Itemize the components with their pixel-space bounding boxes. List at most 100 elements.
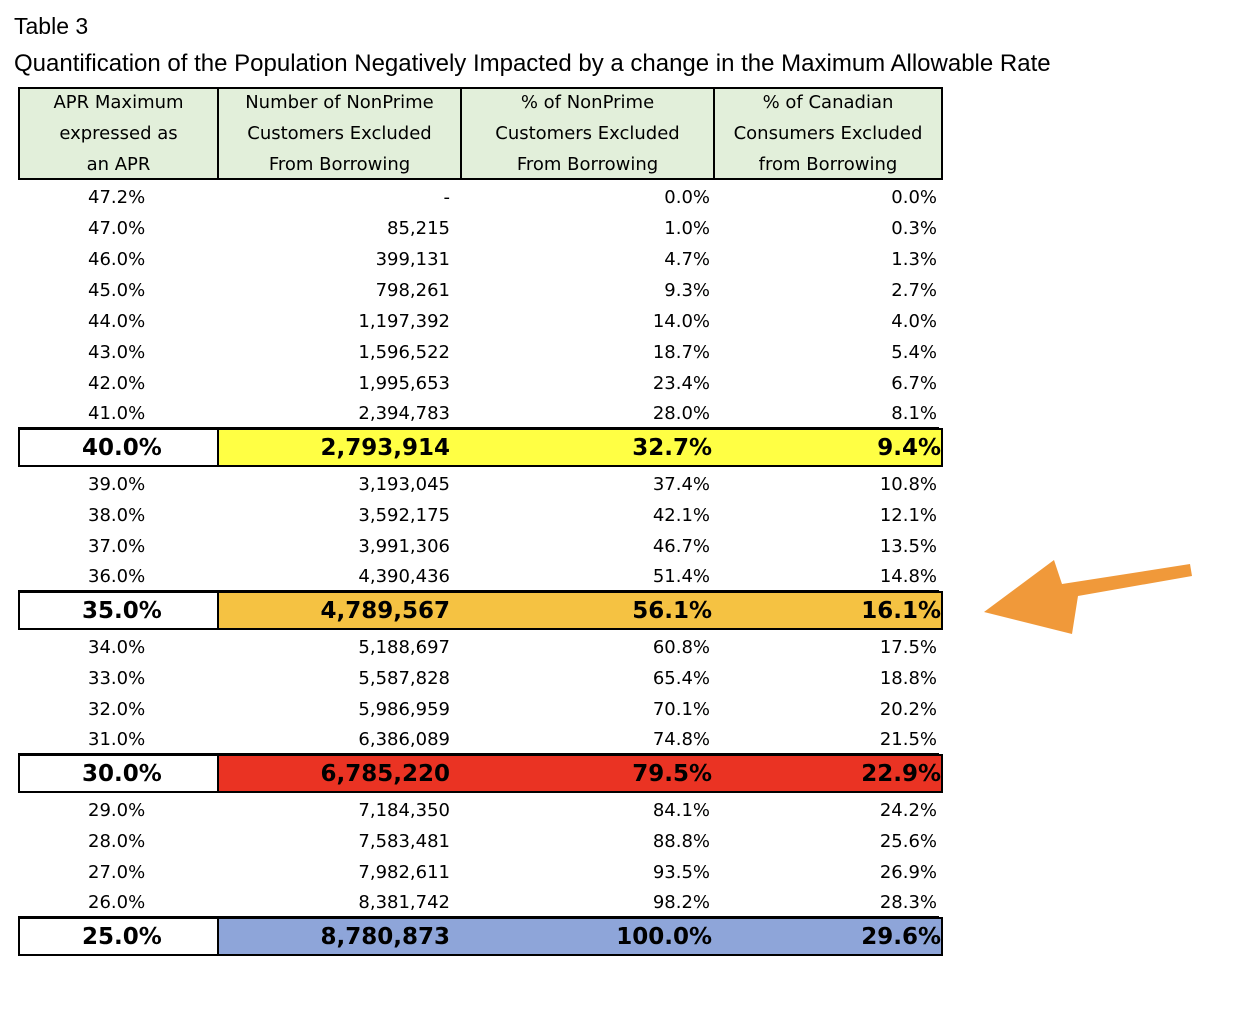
canadian-percent-cell: 2.7% [891, 280, 937, 301]
nonprime-percent-cell: 28.0% [460, 397, 713, 428]
table-row: 36.0% 4,390,436 51.4% 14.8% [18, 560, 943, 591]
nonprime-count-cell: 3,193,045 [358, 474, 450, 495]
highlight-apr-cell: 30.0% [20, 756, 219, 791]
nonprime-count-cell: 6,386,089 [217, 723, 460, 754]
nonprime-count-cell: 5,188,697 [358, 637, 450, 658]
canadian-percent-cell: 25.6% [879, 831, 937, 852]
highlighted-row: 40.0% 2,793,914 32.7% 9.4% [18, 428, 943, 467]
apr-cell: 31.0% [18, 723, 217, 754]
table-body: 47.2% - 0.0% 0.0% 47.0% 85,215 1.0% 0.3% 46.0% 39… [18, 180, 943, 956]
highlighted-row: 30.0% 6,785,220 79.5% 22.9% [18, 754, 943, 793]
nonprime-percent-cell: 46.7% [652, 536, 710, 557]
nonprime-percent-cell: 74.8% [460, 723, 713, 754]
apr-cell: 36.0% [18, 560, 217, 591]
table-header: APR Maximum expressed as an APR Number of … [18, 87, 943, 180]
nonprime-count-cell: 399,131 [375, 249, 450, 270]
canadian-percent-cell: 4.0% [891, 311, 937, 332]
canadian-percent-cell: 24.2% [879, 800, 937, 821]
nonprime-count-cell: 7,583,481 [358, 831, 450, 852]
table-row: 38.0% 3,592,175 42.1% 12.1% [18, 498, 943, 529]
apr-cell: 33.0% [88, 668, 146, 689]
highlighted-row: 35.0% 4,789,567 56.1% 16.1% [18, 591, 943, 630]
nonprime-percent-cell: 9.3% [664, 280, 710, 301]
highlight-nonprime-percent-cell: 32.7% [632, 434, 712, 461]
apr-cell: 45.0% [88, 280, 146, 301]
canadian-percent-cell: 0.0% [891, 187, 937, 208]
table-row: 37.0% 3,991,306 46.7% 13.5% [18, 529, 943, 560]
highlight-nonprime-count-cell: 2,793,914 [320, 434, 451, 461]
canadian-percent-cell: 20.2% [879, 699, 937, 720]
arrow-left-icon [984, 560, 1192, 634]
table-row: 26.0% 8,381,742 98.2% 28.3% [18, 886, 943, 917]
apr-cell: 43.0% [88, 342, 146, 363]
highlight-nonprime-percent-cell: 100.0% [616, 923, 712, 950]
nonprime-count-cell: 85,215 [387, 218, 450, 239]
apr-cell: 27.0% [88, 862, 146, 883]
canadian-percent-cell: 13.5% [879, 536, 937, 557]
table-row: 45.0% 798,261 9.3% 2.7% [18, 273, 943, 304]
nonprime-count-cell: 4,390,436 [217, 560, 460, 591]
apr-cell: 37.0% [88, 536, 146, 557]
highlighted-row: 25.0% 8,780,873 100.0% 29.6% [18, 917, 943, 956]
canadian-percent-cell: 0.3% [891, 218, 937, 239]
nonprime-count-cell: 798,261 [375, 280, 450, 301]
highlight-canadian-percent-cell: 29.6% [861, 923, 941, 950]
highlight-apr-cell: 25.0% [20, 919, 219, 954]
apr-cell: 44.0% [88, 311, 146, 332]
nonprime-percent-cell: 84.1% [652, 800, 710, 821]
table-row: 31.0% 6,386,089 74.8% 21.5% [18, 723, 943, 754]
apr-cell: 34.0% [88, 637, 146, 658]
nonprime-count-cell: 7,184,350 [358, 800, 450, 821]
highlight-fill: 6,785,220 79.5% 22.9% [219, 756, 941, 791]
canadian-percent-cell: 12.1% [879, 505, 937, 526]
table-row: 34.0% 5,188,697 60.8% 17.5% [18, 630, 943, 661]
apr-cell: 41.0% [18, 397, 217, 428]
highlight-nonprime-count-cell: 8,780,873 [320, 923, 451, 950]
nonprime-percent-cell: 14.0% [652, 311, 710, 332]
nonprime-percent-cell: 65.4% [652, 668, 710, 689]
table-row: 41.0% 2,394,783 28.0% 8.1% [18, 397, 943, 428]
nonprime-percent-cell: 23.4% [652, 373, 710, 394]
table-row: 47.0% 85,215 1.0% 0.3% [18, 211, 943, 242]
canadian-percent-cell: 8.1% [713, 397, 939, 428]
nonprime-count-cell: 5,986,959 [358, 699, 450, 720]
apr-cell: 29.0% [88, 800, 146, 821]
nonprime-count-cell: - [443, 187, 451, 208]
highlight-fill: 4,789,567 56.1% 16.1% [219, 593, 941, 628]
nonprime-percent-cell: 42.1% [652, 505, 710, 526]
nonprime-percent-cell: 18.7% [652, 342, 710, 363]
nonprime-percent-cell: 60.8% [652, 637, 710, 658]
canadian-percent-cell: 10.8% [879, 474, 937, 495]
apr-cell: 38.0% [88, 505, 146, 526]
table-row: 27.0% 7,982,611 93.5% 26.9% [18, 855, 943, 886]
table-row: 29.0% 7,184,350 84.1% 24.2% [18, 793, 943, 824]
canadian-percent-cell: 17.5% [879, 637, 937, 658]
highlight-canadian-percent-cell: 22.9% [861, 760, 941, 787]
apr-cell: 42.0% [88, 373, 146, 394]
table-row: 46.0% 399,131 4.7% 1.3% [18, 242, 943, 273]
nonprime-count-cell: 1,596,522 [358, 342, 450, 363]
table-row: 39.0% 3,193,045 37.4% 10.8% [18, 467, 943, 498]
canadian-percent-cell: 5.4% [891, 342, 937, 363]
table-row: 43.0% 1,596,522 18.7% 5.4% [18, 335, 943, 366]
canadian-percent-cell: 21.5% [713, 723, 939, 754]
apr-cell: 26.0% [18, 886, 217, 917]
canadian-percent-cell: 6.7% [891, 373, 937, 394]
canadian-percent-cell: 18.8% [879, 668, 937, 689]
header-apr-maximum: APR Maximum expressed as an APR [20, 89, 219, 178]
nonprime-percent-cell: 4.7% [664, 249, 710, 270]
canadian-percent-cell: 1.3% [891, 249, 937, 270]
table-row: 44.0% 1,197,392 14.0% 4.0% [18, 304, 943, 335]
nonprime-percent-cell: 70.1% [652, 699, 710, 720]
table-label: Table 3 [14, 13, 89, 39]
apr-cell: 28.0% [88, 831, 146, 852]
nonprime-count-cell: 2,394,783 [217, 397, 460, 428]
apr-cell: 47.0% [88, 218, 146, 239]
apr-table: APR Maximum expressed as an APR Number of … [18, 87, 943, 956]
apr-cell: 39.0% [88, 474, 146, 495]
highlight-nonprime-count-cell: 6,785,220 [320, 760, 451, 787]
nonprime-count-cell: 1,197,392 [358, 311, 450, 332]
nonprime-count-cell: 3,592,175 [358, 505, 450, 526]
table-row: 33.0% 5,587,828 65.4% 18.8% [18, 661, 943, 692]
apr-cell: 32.0% [88, 699, 146, 720]
